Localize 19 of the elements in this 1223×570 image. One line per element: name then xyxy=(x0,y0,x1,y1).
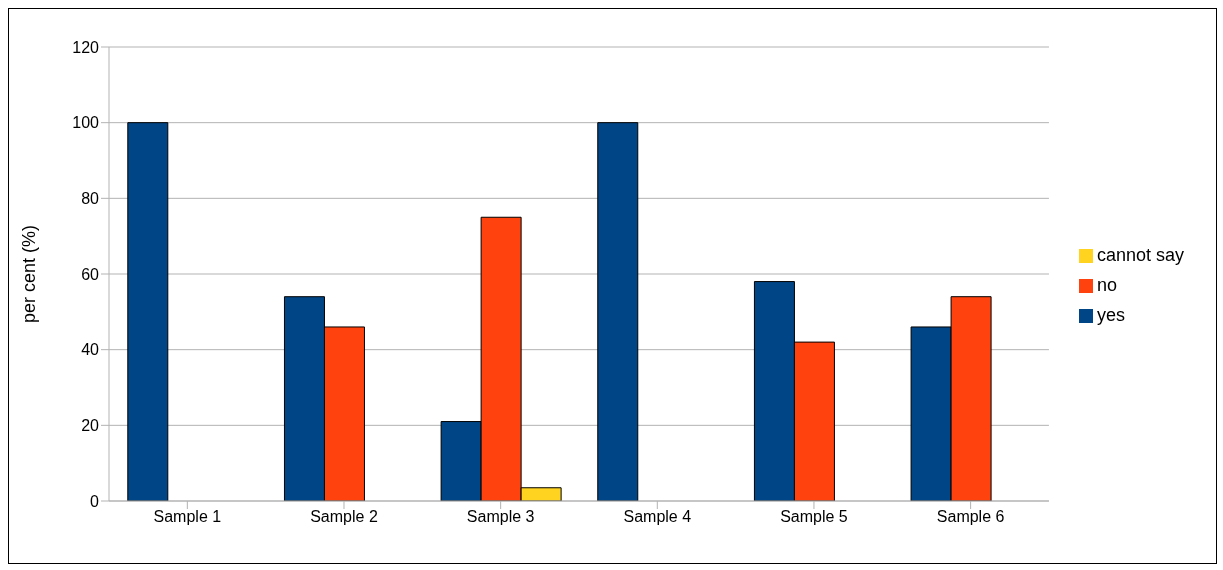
y-tick-label: 60 xyxy=(81,265,100,283)
y-tick-label: 40 xyxy=(81,341,100,359)
legend-label: yes xyxy=(1096,305,1125,325)
bar xyxy=(597,122,639,501)
y-axis-title: per cent (%) xyxy=(19,224,40,324)
x-tick-label: Sample 1 xyxy=(153,508,222,526)
x-tick-label: Sample 5 xyxy=(780,508,848,526)
x-tick-label: Sample 4 xyxy=(623,508,692,526)
x-tick-label: Sample 3 xyxy=(466,508,535,526)
y-tick-label: 120 xyxy=(72,38,100,56)
y-tick-label: 100 xyxy=(72,114,100,132)
x-tick-label: Sample 2 xyxy=(310,508,378,526)
y-tick-label: 20 xyxy=(81,417,100,435)
y-tick-label: 0 xyxy=(90,492,100,510)
legend-label: cannot say xyxy=(1096,245,1184,265)
bar xyxy=(127,122,169,501)
y-tick-label: 80 xyxy=(81,190,100,208)
legend-label: no xyxy=(1096,275,1117,295)
x-tick-label: Sample 6 xyxy=(936,508,1005,526)
